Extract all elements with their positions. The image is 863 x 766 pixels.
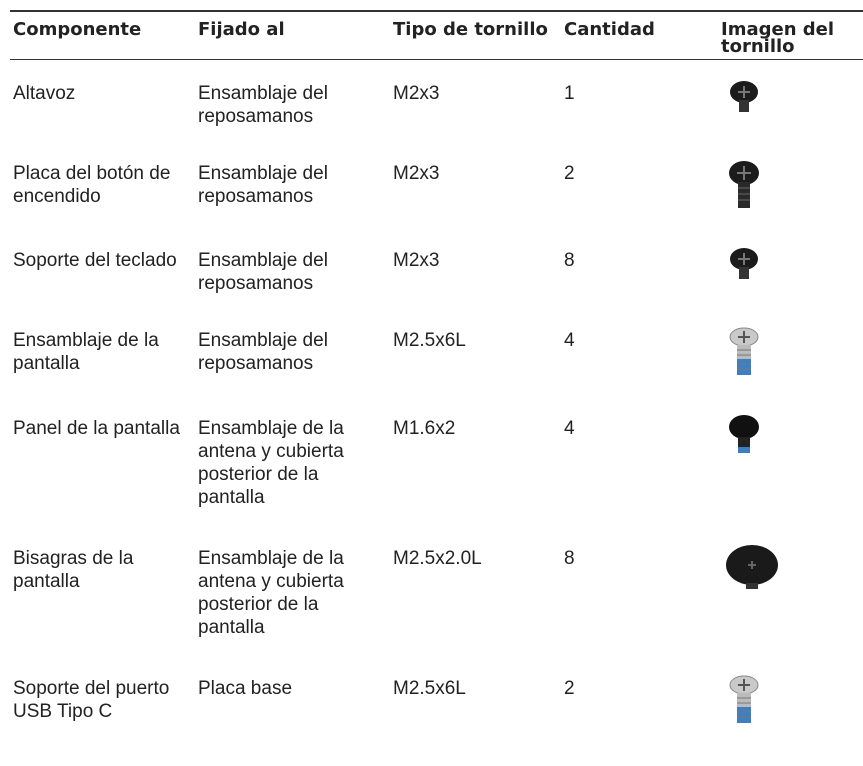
table-cell: Soporte del puerto USB Tipo C xyxy=(13,677,170,722)
screw-icon xyxy=(729,414,759,453)
table-body: Altavoz Ensamblaje del reposamanos M2x3 1 Pl… xyxy=(10,60,863,756)
table-cell: Soporte del teclado xyxy=(13,249,177,271)
screw-icon xyxy=(729,160,759,208)
table-row: Ensamblaje de la pantalla Ensamblaje del … xyxy=(10,307,863,395)
header-row: Componente Fijado al Tipo de tornillo Ca… xyxy=(10,10,863,60)
header-cell: Tipo de tornillo xyxy=(390,10,561,60)
header-cell: Fijado al xyxy=(195,10,390,60)
table-cell: M2x3 xyxy=(393,83,440,104)
table-cell: M2x3 xyxy=(393,249,440,271)
header-cell: Cantidad xyxy=(561,10,718,60)
table-row: Panel de la pantalla Ensamblaje de la ant… xyxy=(10,395,863,525)
table-cell: 8 xyxy=(564,249,575,271)
table-row: Placa del botón de encendido Ensamblaje d… xyxy=(10,140,863,227)
table-cell: Altavoz xyxy=(13,83,76,104)
table-row: Altavoz Ensamblaje del reposamanos M2x3 1 xyxy=(10,60,863,140)
table-cell: 8 xyxy=(564,547,575,569)
table-cell: Ensamblaje del reposamanos xyxy=(198,329,328,374)
screw-icon xyxy=(729,327,759,375)
table-cell: Panel de la pantalla xyxy=(13,417,180,439)
table-cell: M1.6x2 xyxy=(393,417,456,439)
table-cell: Ensamblaje de la antena y cubierta poste… xyxy=(198,417,344,508)
table-row: Soporte del puerto USB Tipo C Placa base M… xyxy=(10,655,863,756)
table-cell: 4 xyxy=(564,417,575,439)
table-cell: 1 xyxy=(564,83,575,104)
header-cell: Componente xyxy=(10,10,195,60)
table-cell: Bisagras de la pantalla xyxy=(13,547,134,592)
screw-icon xyxy=(729,675,759,723)
table-cell: Ensamblaje del reposamanos xyxy=(198,249,328,294)
screw-icon xyxy=(726,544,778,589)
table-cell: 2 xyxy=(564,162,575,184)
screw-image xyxy=(718,655,863,756)
header-cell: Imagen del tornillo xyxy=(718,10,863,60)
screw-icon xyxy=(730,81,758,112)
table-cell: M2x3 xyxy=(393,162,440,184)
table-cell: 2 xyxy=(564,677,575,699)
table-cell: M2.5x6L xyxy=(393,329,466,351)
table-cell: M2.5x6L xyxy=(393,677,466,699)
screw-image xyxy=(718,60,863,140)
screw-image xyxy=(718,140,863,227)
table-cell: Ensamblaje de la pantalla xyxy=(13,329,159,374)
screw-table: Componente Fijado al Tipo de tornillo Ca… xyxy=(10,10,863,756)
screw-image xyxy=(718,307,863,395)
table-cell: 4 xyxy=(564,329,575,351)
table-cell: Ensamblaje del reposamanos xyxy=(198,162,328,207)
table-row: Bisagras de la pantalla Ensamblaje de la … xyxy=(10,525,863,655)
screw-image xyxy=(718,227,863,307)
table-cell: Placa base xyxy=(198,677,293,699)
table-cell: Ensamblaje del reposamanos xyxy=(198,83,328,127)
screw-image xyxy=(718,395,863,525)
table-cell: Ensamblaje de la antena y cubierta poste… xyxy=(198,547,344,638)
screw-image xyxy=(718,525,863,655)
table-cell: Placa del botón de encendido xyxy=(13,162,171,207)
table-row: Soporte del teclado Ensamblaje del reposa… xyxy=(10,227,863,307)
screw-icon xyxy=(730,247,758,279)
table-cell: M2.5x2.0L xyxy=(393,547,482,569)
